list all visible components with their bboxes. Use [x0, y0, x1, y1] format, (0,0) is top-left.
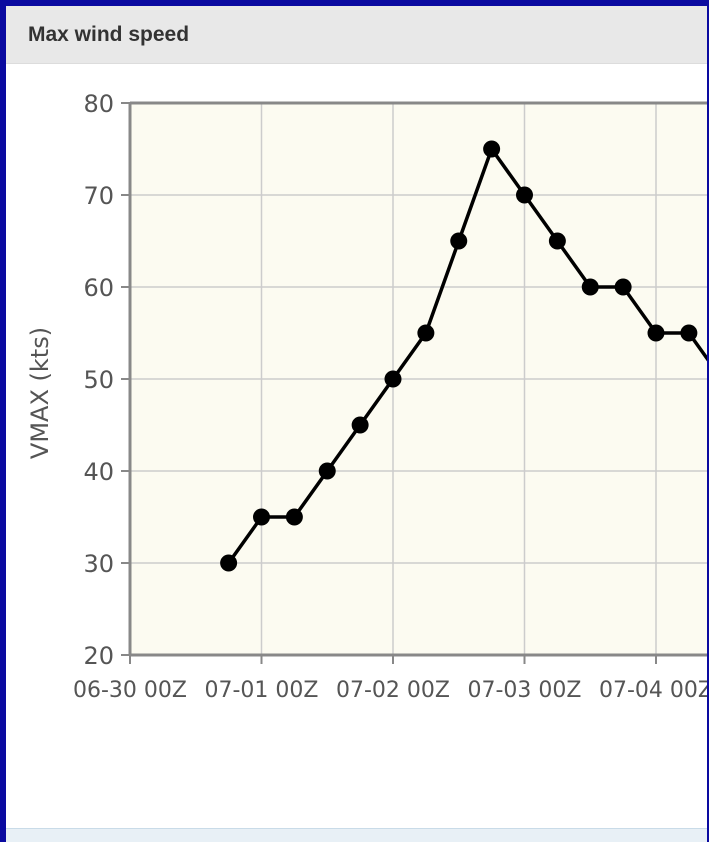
- next-panel-edge: [6, 828, 707, 842]
- data-point: [680, 324, 698, 342]
- data-point: [220, 554, 238, 572]
- x-tick-label: 07-03 00Z: [468, 678, 582, 703]
- y-tick-label: 40: [83, 458, 114, 486]
- data-point: [614, 278, 632, 296]
- x-tick-label: 07-04 00Z: [599, 678, 707, 703]
- series-line: [227, 147, 707, 565]
- y-tick-label: 80: [83, 90, 114, 118]
- wind-speed-panel: Max wind speed 20 30 40 50 60 70 80 06-30 00Z 0…: [6, 6, 707, 842]
- data-point: [351, 416, 369, 434]
- x-tick-label: 06-30 00Z: [73, 678, 187, 703]
- data-point: [285, 508, 303, 526]
- panel-header: Max wind speed: [6, 6, 707, 64]
- y-tick-label: 50: [83, 366, 114, 394]
- y-tick-label: 60: [83, 274, 114, 302]
- data-point: [516, 186, 533, 204]
- x-tick-label: 07-02 00Z: [336, 678, 450, 703]
- data-point: [483, 140, 501, 158]
- data-point: [647, 324, 665, 342]
- data-point: [581, 278, 599, 296]
- max-wind-chart: 20 30 40 50 60 70 80 06-30 00Z 07-01 00Z 07-02 0…: [26, 90, 707, 703]
- chart-area: 20 30 40 50 60 70 80 06-30 00Z 07-01 00Z 07-02 0…: [6, 65, 707, 765]
- data-point: [253, 508, 270, 526]
- y-tick-label: 20: [83, 642, 114, 670]
- y-axis-label: VMAX (kts): [26, 327, 54, 459]
- data-point: [548, 232, 566, 250]
- y-tick-label: 30: [83, 550, 114, 578]
- data-point: [417, 324, 435, 342]
- data-point: [318, 462, 336, 480]
- data-point: [450, 232, 468, 250]
- data-point: [384, 370, 402, 388]
- x-tick-label: 07-01 00Z: [205, 678, 319, 703]
- panel-title: Max wind speed: [28, 22, 190, 46]
- y-tick-label: 70: [83, 182, 114, 210]
